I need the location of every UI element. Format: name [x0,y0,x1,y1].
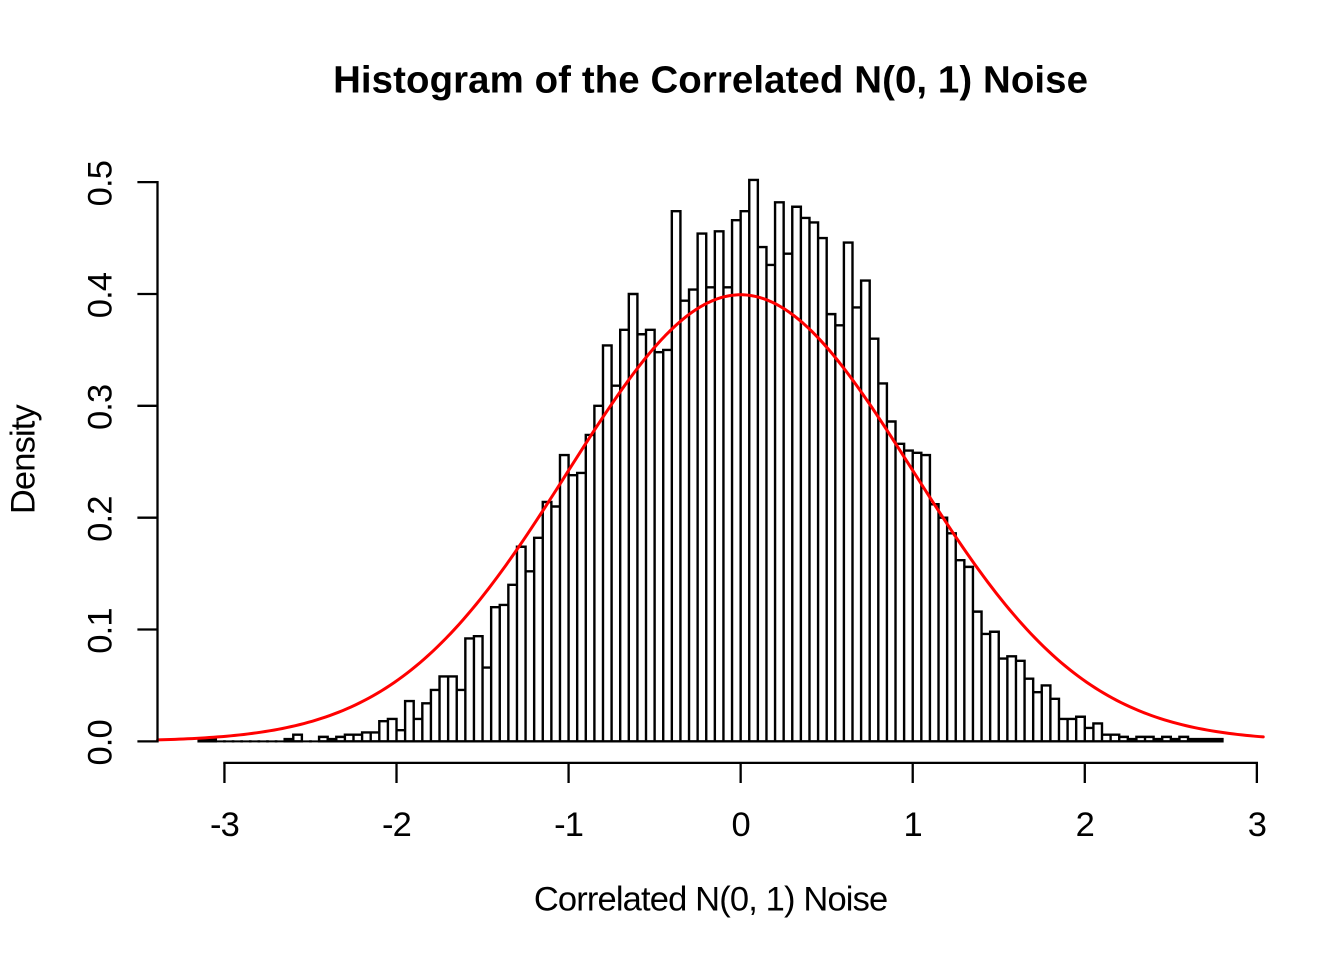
svg-text:1: 1 [904,806,922,844]
svg-text:3: 3 [1248,806,1266,844]
svg-text:Histogram of the Correlated N(: Histogram of the Correlated N(0, 1) Nois… [333,59,1088,102]
svg-text:-1: -1 [554,806,583,844]
svg-text:0.0: 0.0 [81,720,119,765]
svg-text:0.1: 0.1 [81,608,119,653]
svg-text:0: 0 [731,806,749,844]
svg-text:0.3: 0.3 [81,385,119,430]
svg-text:Density: Density [5,403,43,514]
svg-text:-3: -3 [210,806,239,844]
svg-text:0.4: 0.4 [81,272,119,318]
svg-text:0.5: 0.5 [81,161,119,206]
svg-text:2: 2 [1076,806,1094,844]
svg-text:-2: -2 [382,806,411,844]
svg-text:0.2: 0.2 [81,496,119,541]
svg-text:Correlated N(0, 1) Noise: Correlated N(0, 1) Noise [534,881,888,919]
